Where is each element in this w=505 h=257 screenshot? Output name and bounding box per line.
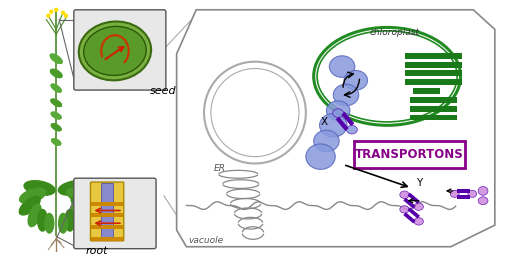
Ellipse shape — [79, 22, 151, 80]
Circle shape — [47, 14, 50, 17]
Polygon shape — [403, 198, 416, 209]
FancyBboxPatch shape — [91, 202, 123, 206]
Circle shape — [65, 14, 68, 17]
Ellipse shape — [414, 203, 423, 210]
Ellipse shape — [450, 190, 459, 197]
Polygon shape — [458, 189, 470, 192]
Polygon shape — [408, 192, 420, 204]
FancyBboxPatch shape — [405, 70, 462, 76]
Text: X: X — [321, 117, 328, 127]
Polygon shape — [403, 212, 416, 224]
Ellipse shape — [24, 181, 55, 195]
Ellipse shape — [50, 54, 62, 63]
Ellipse shape — [52, 124, 61, 131]
Ellipse shape — [478, 187, 488, 195]
Text: root: root — [85, 246, 108, 256]
Ellipse shape — [306, 144, 335, 169]
Ellipse shape — [314, 130, 339, 152]
Polygon shape — [458, 195, 470, 199]
Polygon shape — [341, 112, 355, 126]
Ellipse shape — [344, 70, 368, 90]
Ellipse shape — [346, 125, 358, 134]
Ellipse shape — [314, 27, 461, 125]
Ellipse shape — [52, 112, 61, 119]
Ellipse shape — [59, 213, 68, 233]
Ellipse shape — [400, 206, 409, 213]
FancyBboxPatch shape — [91, 213, 123, 217]
Ellipse shape — [71, 204, 84, 227]
Ellipse shape — [51, 84, 61, 92]
Ellipse shape — [400, 191, 409, 198]
FancyBboxPatch shape — [74, 10, 166, 90]
Ellipse shape — [84, 26, 146, 76]
Ellipse shape — [52, 139, 61, 145]
Ellipse shape — [59, 181, 89, 195]
Ellipse shape — [329, 56, 355, 77]
Ellipse shape — [52, 112, 61, 119]
Text: ER: ER — [214, 164, 226, 173]
Text: vacuole: vacuole — [188, 236, 224, 245]
Circle shape — [50, 10, 53, 13]
Ellipse shape — [52, 139, 61, 145]
Ellipse shape — [50, 69, 62, 78]
Text: TRANSPORTONS: TRANSPORTONS — [355, 148, 464, 161]
Polygon shape — [177, 10, 495, 247]
FancyBboxPatch shape — [410, 97, 457, 103]
Ellipse shape — [414, 218, 423, 225]
Circle shape — [204, 62, 306, 163]
Ellipse shape — [320, 114, 347, 137]
FancyBboxPatch shape — [410, 115, 457, 121]
FancyBboxPatch shape — [354, 141, 466, 168]
Ellipse shape — [71, 196, 92, 215]
Ellipse shape — [468, 190, 477, 197]
Ellipse shape — [52, 124, 61, 131]
FancyBboxPatch shape — [91, 237, 123, 241]
FancyBboxPatch shape — [405, 53, 462, 59]
Ellipse shape — [333, 109, 343, 117]
FancyBboxPatch shape — [90, 182, 124, 241]
Ellipse shape — [19, 196, 40, 215]
Ellipse shape — [333, 84, 359, 106]
Ellipse shape — [50, 54, 62, 63]
FancyBboxPatch shape — [74, 178, 156, 249]
FancyBboxPatch shape — [405, 62, 462, 68]
Ellipse shape — [51, 99, 62, 106]
Ellipse shape — [478, 197, 488, 205]
Ellipse shape — [37, 209, 47, 231]
FancyBboxPatch shape — [91, 225, 123, 229]
Circle shape — [211, 69, 299, 157]
Text: Y: Y — [417, 178, 423, 188]
Ellipse shape — [51, 84, 61, 92]
Ellipse shape — [28, 204, 41, 227]
Ellipse shape — [50, 69, 62, 78]
Text: chloroplast: chloroplast — [370, 28, 420, 37]
Polygon shape — [408, 207, 420, 218]
Ellipse shape — [51, 99, 62, 106]
FancyBboxPatch shape — [413, 88, 440, 94]
Ellipse shape — [326, 101, 350, 121]
Ellipse shape — [317, 31, 457, 122]
FancyBboxPatch shape — [410, 106, 457, 112]
Circle shape — [55, 8, 58, 11]
Ellipse shape — [65, 209, 75, 231]
Text: seed: seed — [150, 86, 177, 96]
Polygon shape — [336, 117, 348, 131]
Circle shape — [62, 11, 65, 14]
FancyBboxPatch shape — [405, 79, 462, 85]
Ellipse shape — [67, 188, 93, 203]
FancyBboxPatch shape — [101, 183, 113, 240]
Ellipse shape — [45, 213, 54, 233]
Ellipse shape — [20, 188, 46, 203]
